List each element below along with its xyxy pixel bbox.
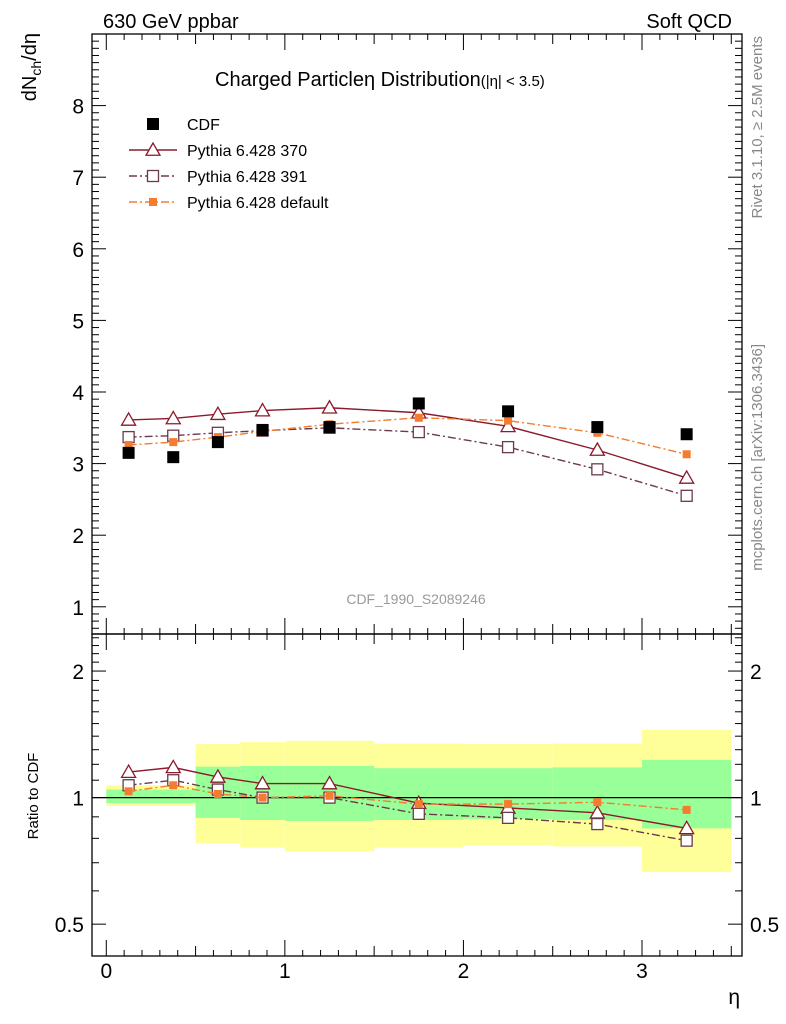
legend-marker (149, 198, 157, 206)
main-title-sub: (|η| < 3.5) (481, 73, 545, 90)
ratio-ytick-label: 2 (72, 661, 84, 684)
legend-marker (144, 141, 162, 156)
ratio-series-line (128, 779, 687, 842)
main-series-point (678, 469, 695, 484)
x-axis-label: η (728, 986, 740, 1009)
ratio-series-point (258, 793, 267, 802)
ratio-series-point (680, 834, 693, 847)
main-title-text: Charged Particle (215, 69, 364, 91)
main-ylabel-d: dN (19, 76, 41, 102)
main-series-point (254, 402, 271, 417)
main-series-line (128, 417, 687, 455)
ratio-xtick-label: 0 (100, 960, 112, 983)
legend-label: CDF (187, 117, 220, 134)
main-series-point (165, 410, 182, 425)
main-series-point (499, 418, 517, 433)
main-series-point (120, 411, 137, 426)
main-series-point (591, 421, 604, 434)
main-series-point (256, 423, 269, 436)
ratio-ytick-label-right: 0.5 (750, 914, 779, 937)
header-left: 630 GeV ppbar (103, 11, 239, 33)
main-series-point (680, 428, 693, 441)
main-ytick-label: 3 (72, 454, 84, 477)
main-series-point (589, 441, 606, 456)
main-title-eta: η (364, 69, 375, 91)
ratio-series-point (501, 811, 515, 825)
main-ylabel-tail: /dη (19, 33, 41, 61)
ratio-ylabel: Ratio to CDF (25, 753, 42, 840)
ratio-xtick-label: 3 (636, 960, 648, 983)
ratio-series-point (682, 805, 691, 814)
ratio-ytick-label: 1 (72, 788, 84, 811)
main-series-point (502, 405, 515, 418)
legend-label: Pythia 6.428 370 (187, 143, 307, 160)
main-panel: 1 2 3 4 5 6 7 8 CDF Pythia 6.428 370 Pythia 6.428 … (72, 33, 743, 635)
main-ytick-label: 8 (72, 96, 84, 119)
main-series-point (321, 399, 338, 414)
side-text-top: Rivet 3.1.10, ≥ 2.5M events (749, 36, 766, 219)
main-series-line (128, 427, 687, 497)
ratio-series-point (124, 787, 133, 796)
ratio-series-point (209, 768, 227, 783)
main-ylabel-sub: ch (28, 61, 44, 76)
main-ytick-label: 1 (72, 597, 84, 620)
ratio-band-green (106, 789, 196, 804)
header-right: Soft QCD (646, 11, 732, 33)
main-series-point (414, 413, 423, 422)
main-ylabel: dNch/dη (19, 33, 44, 101)
ratio-panel: 0.5 0.5 1 1 2 2 0 1 2 3 (55, 633, 779, 983)
ratio-series-point (412, 807, 425, 820)
main-ytick-label: 2 (72, 525, 84, 548)
ratio-series-point (165, 759, 182, 774)
main-series-point (209, 405, 227, 421)
legend-label: Pythia 6.428 default (187, 195, 329, 212)
main-series-point (122, 446, 135, 459)
main-series-point (169, 438, 178, 447)
main-series-point (591, 463, 604, 476)
main-series-point (682, 450, 691, 459)
ratio-series-line (128, 784, 687, 811)
legend-marker (147, 118, 159, 130)
main-ytick-label: 7 (72, 167, 84, 190)
ratio-series-point (213, 789, 222, 798)
main-series-point (167, 451, 180, 464)
ratio-series-point (254, 775, 271, 790)
ratio-series-point (591, 817, 604, 831)
ratio-series-point (414, 800, 423, 809)
ratio-series-point (169, 781, 178, 790)
main-ytick-label: 5 (72, 310, 84, 333)
main-ytick-label: 4 (72, 382, 84, 405)
ratio-ytick-label-right: 2 (750, 661, 762, 684)
legend-marker (146, 169, 160, 183)
main-series-point (680, 489, 693, 502)
ratio-band-green (642, 759, 732, 829)
main-ytick-label: 6 (72, 239, 84, 262)
ratio-series-point (678, 820, 695, 835)
analysis-id: CDF_1990_S2089246 (346, 591, 486, 607)
ratio-frame (91, 633, 743, 957)
main-title-dist: Distribution (375, 69, 481, 91)
side-text-bottom: mcplots.cern.ch [arXiv:1306.3436] (749, 344, 766, 571)
main-series-point (122, 430, 135, 444)
main-series-point (211, 436, 224, 449)
ratio-series-point (593, 798, 602, 807)
ratio-ytick-label: 0.5 (55, 914, 84, 937)
main-title: Charged Particleη Distribution(|η| < 3.5… (215, 69, 545, 91)
ratio-xtick-label: 1 (279, 960, 291, 983)
ratio-series-point (120, 763, 137, 778)
legend-label: Pythia 6.428 391 (187, 169, 307, 186)
ratio-series-point (504, 800, 513, 809)
ratio-ytick-label-right: 1 (750, 788, 762, 811)
ratio-xtick-label: 2 (458, 960, 470, 983)
ratio-series-point (325, 791, 334, 800)
main-series-point (412, 397, 425, 410)
ratio-series-point (321, 775, 338, 790)
main-series-point (323, 421, 336, 434)
main-series-point (501, 440, 515, 454)
main-series-point (504, 416, 513, 425)
main-series-point (412, 425, 425, 439)
main-series-point (124, 440, 133, 449)
